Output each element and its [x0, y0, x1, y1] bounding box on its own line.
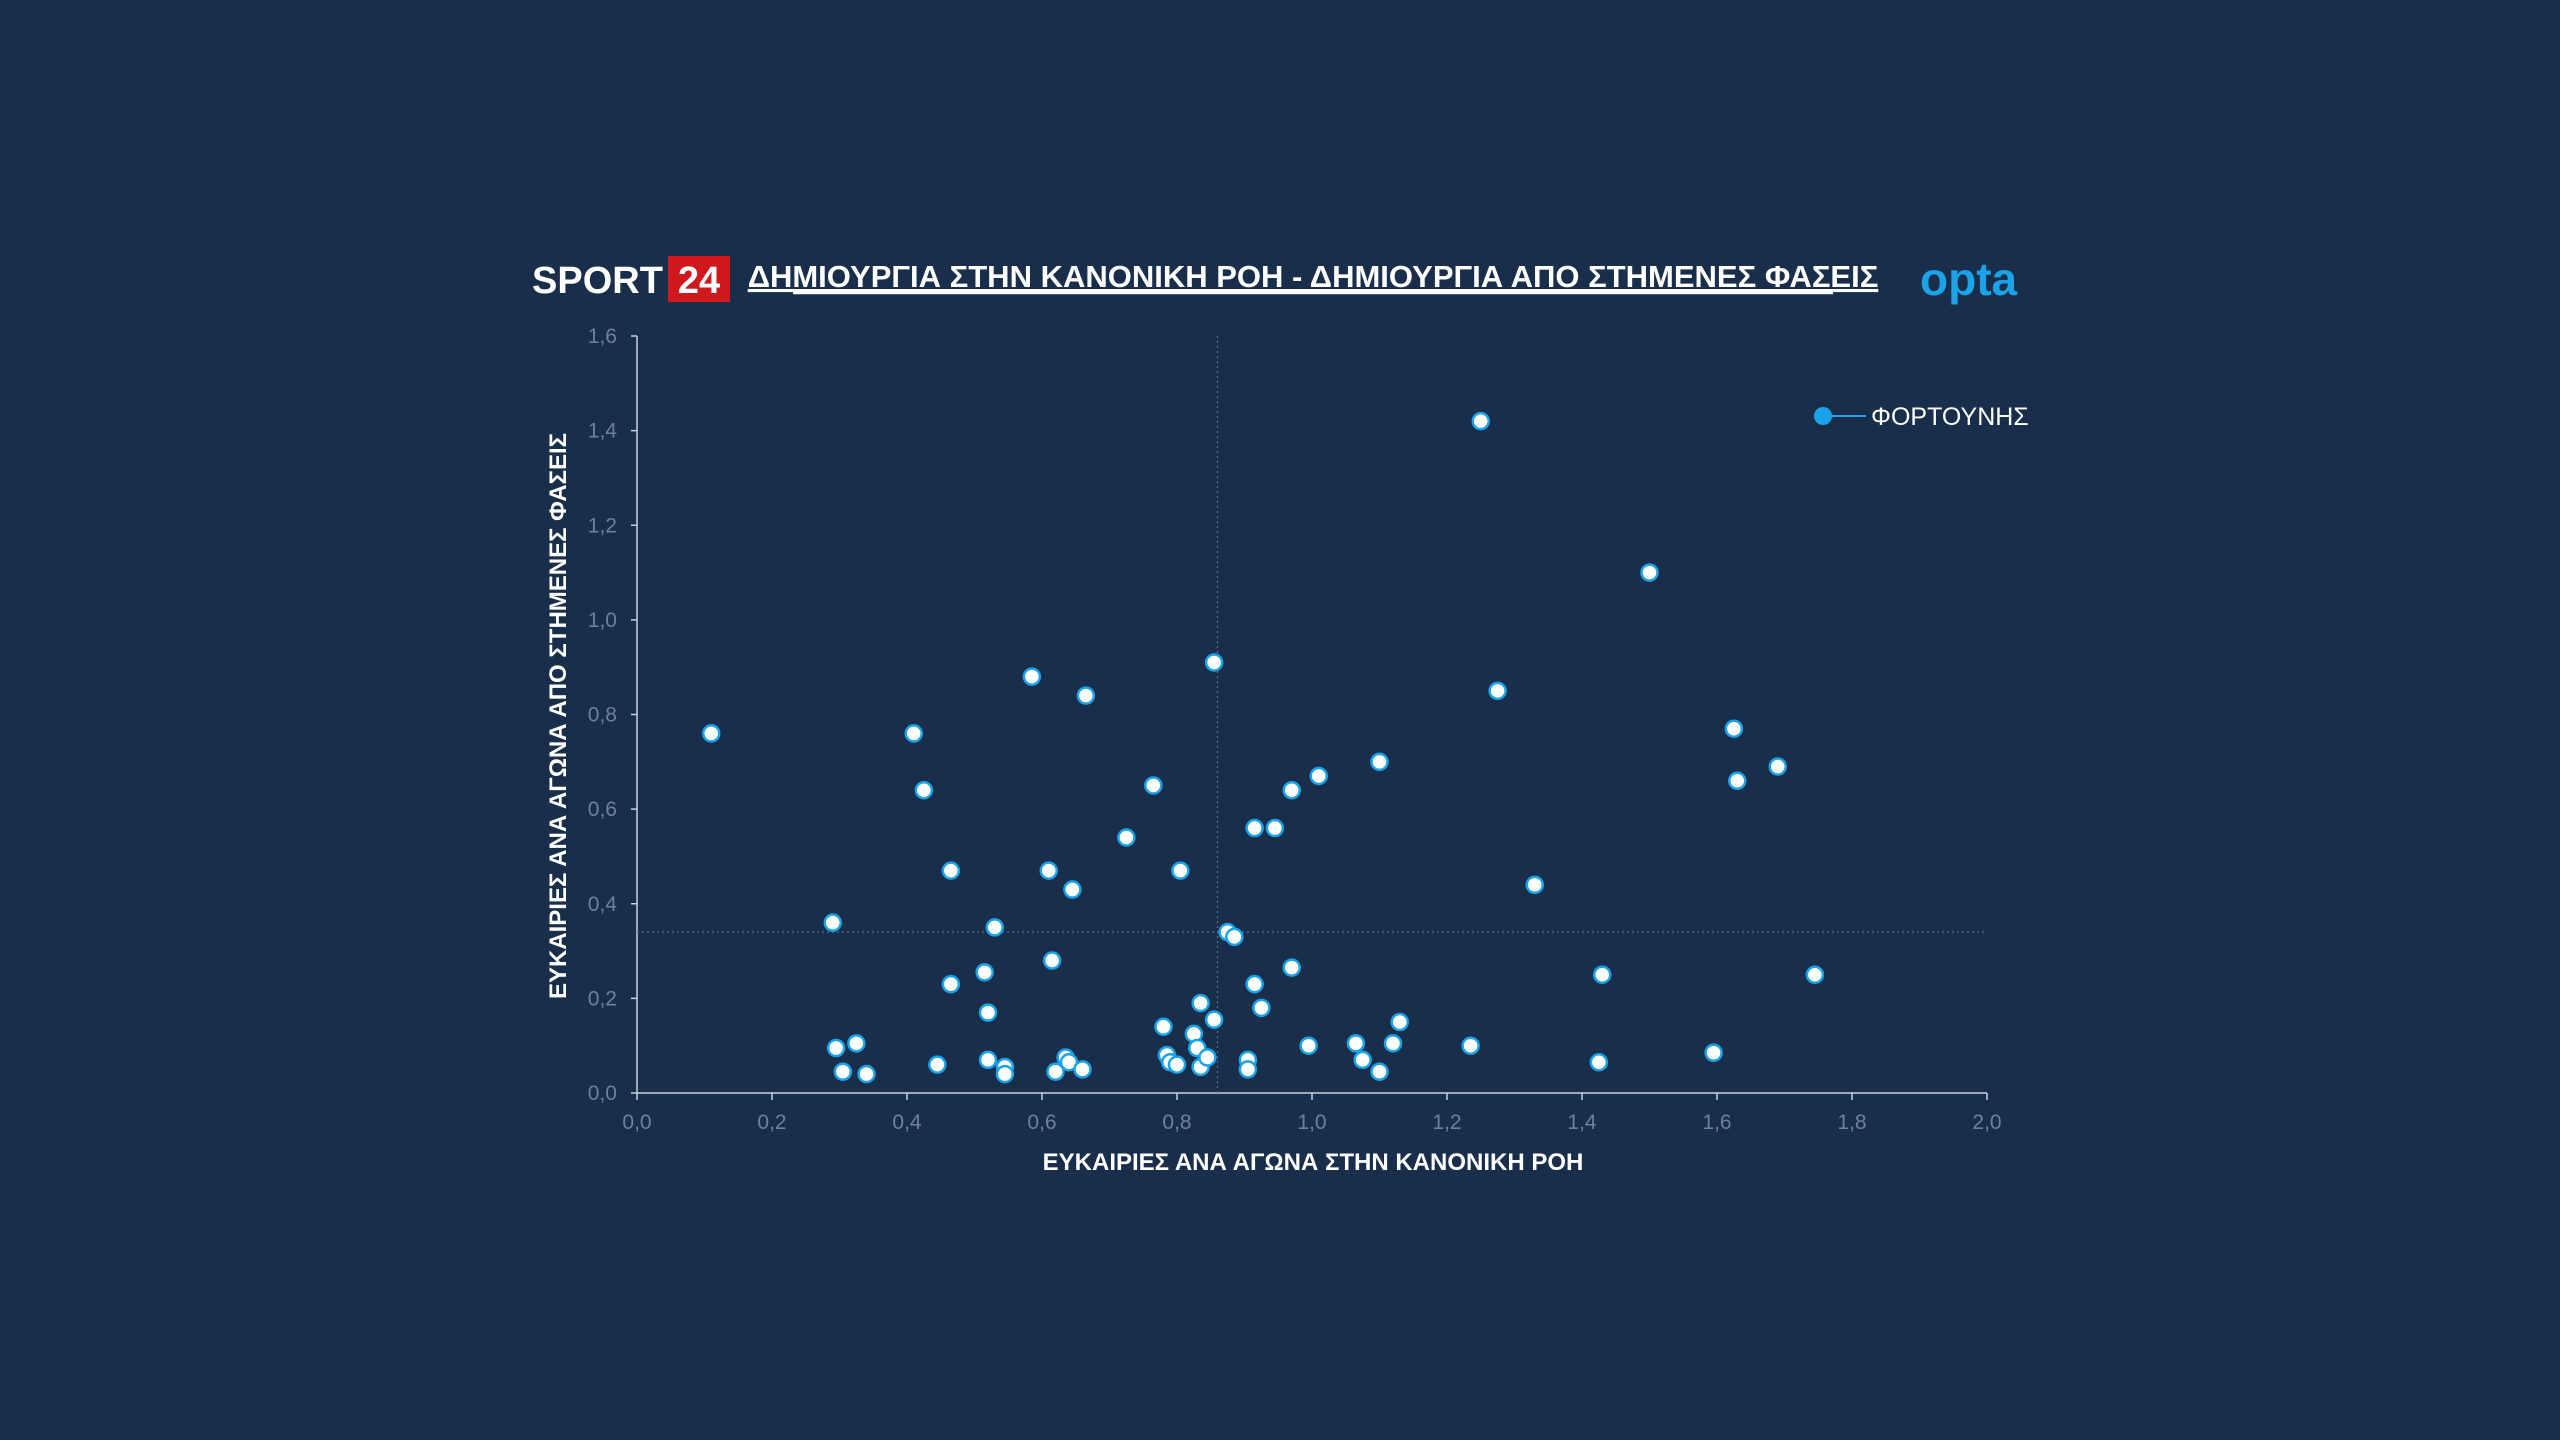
scatter-point [1252, 998, 1271, 1018]
y-tick-label: 0,6 [588, 798, 617, 821]
scatter-point [1245, 818, 1264, 838]
scatter-point [1191, 993, 1210, 1013]
scatter-point [928, 1055, 947, 1074]
scatter-point [1204, 1010, 1224, 1029]
y-tick-label: 1,6 [588, 325, 617, 348]
y-tick-label: 0,4 [588, 893, 618, 916]
axes: 0,0 0,2 0,4 0,6 0,8 1,0 1,2 1,4 1,6 0,0 0,2 0,4 0,6 0… [588, 325, 2002, 1134]
y-tick-label: 1,0 [588, 609, 617, 632]
x-tick-label: 0,6 [1027, 1111, 1056, 1134]
x-tick-label: 0,8 [1162, 1111, 1191, 1134]
scatter-point [1167, 1055, 1187, 1074]
scatter-point [1353, 1050, 1372, 1070]
x-tick-label: 1,4 [1567, 1111, 1597, 1134]
scatter-point [1204, 653, 1224, 672]
scatter-point [857, 1064, 876, 1084]
scatter-point [1073, 1060, 1092, 1079]
scatter-point [1042, 951, 1062, 970]
x-tick-label: 1,6 [1702, 1111, 1731, 1134]
x-tick-label: 0,2 [757, 1111, 786, 1134]
scatter-point [978, 1003, 998, 1022]
scatter-point [1171, 861, 1190, 880]
x-tick-label: 1,8 [1837, 1111, 1866, 1134]
x-tick-label: 0,0 [622, 1111, 651, 1134]
scatter-point [1144, 776, 1163, 795]
logo-24-text: 24 [678, 260, 720, 302]
x-axis-label: ΕΥΚΑΙΡΙΕΣ ΑΝΑ ΑΓΩΝΑ ΣΤΗΝ ΚΑΝΟΝΙΚΗ ΡΟΗ [1043, 1149, 1584, 1176]
scatter-point [1724, 719, 1744, 738]
x-tick-label: 1,2 [1432, 1111, 1461, 1134]
y-tick-label: 1,2 [588, 514, 617, 537]
scatter-point [847, 1034, 866, 1053]
legend: ΦΟΡΤΟΥΝΗΣ [1814, 403, 2029, 431]
scatter-point [941, 861, 961, 880]
scatter-point [1282, 780, 1301, 800]
scatter-point [1076, 686, 1096, 705]
scatter-point [1768, 757, 1787, 776]
scatter-point [1370, 752, 1389, 772]
scatter-point [702, 724, 721, 743]
scatter-point [1063, 880, 1082, 899]
chart-title: ΔΗΜΙΟΥΡΓΙΑ ΣΤΗΝ ΚΑΝΟΝΙΚΗ ΡΟΗ - ΔΗΜΙΟΥΡΓΙ… [748, 259, 1879, 294]
sport24-logo: SPORT 24 [532, 256, 730, 302]
scatter-point [1225, 927, 1244, 947]
scatter-point [1299, 1036, 1318, 1055]
scatter-point [1245, 974, 1264, 994]
reference-lines [637, 336, 1987, 1093]
legend-marker [1814, 407, 1832, 425]
y-tick-label: 0,0 [588, 1082, 617, 1105]
scatter-point [1805, 965, 1825, 984]
scatter-point [1117, 828, 1136, 847]
y-tick-label: 0,8 [588, 704, 617, 727]
scatter-point [1198, 1048, 1217, 1067]
data-points [702, 411, 1825, 1084]
scatter-point [1154, 1017, 1173, 1037]
scatter-point [1383, 1034, 1403, 1053]
x-tick-label: 1,0 [1297, 1111, 1326, 1134]
scatter-point [978, 1050, 998, 1070]
y-tick-label: 1,4 [588, 420, 618, 443]
scatter-point [904, 724, 923, 743]
x-tick-label: 0,4 [892, 1111, 922, 1134]
scatter-point [995, 1064, 1015, 1084]
scatter-point [1265, 818, 1285, 838]
scatter-point [1046, 1062, 1065, 1081]
scatter-point [1461, 1036, 1480, 1055]
scatter-point [1471, 411, 1490, 431]
scatter-point [1309, 766, 1328, 786]
scatter-point [1589, 1052, 1609, 1072]
scatter-point [1039, 861, 1058, 880]
scatter-point [1390, 1012, 1409, 1032]
logo-sport-text: SPORT [532, 260, 663, 302]
legend-label: ΦΟΡΤΟΥΝΗΣ [1871, 403, 2029, 431]
scatter-point [1238, 1060, 1258, 1079]
scatter-point [1704, 1043, 1723, 1063]
opta-logo: opta [1920, 253, 2018, 305]
scatter-point [975, 963, 994, 982]
y-axis-label: ΕΥΚΑΙΡΙΕΣ ΑΝΑ ΑΓΩΝΑ ΑΠΟ ΣΤΗΜΕΝΕΣ ΦΑΣΕΙΣ [545, 433, 572, 999]
scatter-point [1282, 958, 1301, 977]
scatter-point [1022, 667, 1042, 686]
scatter-point [1640, 563, 1659, 582]
scatter-point [833, 1062, 853, 1081]
scatter-point [985, 918, 1004, 937]
y-tick-label: 0,2 [588, 987, 617, 1010]
x-tick-label: 2,0 [1972, 1111, 2001, 1134]
scatter-point [1525, 875, 1544, 895]
scatter-point [1728, 771, 1747, 790]
scatter-point [1593, 965, 1612, 984]
scatter-point [1370, 1062, 1389, 1081]
logo-24-badge [668, 256, 730, 302]
scatter-point [914, 780, 934, 800]
scatter-point [1488, 681, 1507, 701]
scatter-point [823, 913, 842, 932]
scatter-point [826, 1038, 846, 1058]
scatter-point [941, 974, 961, 994]
scatter-point [1346, 1034, 1366, 1053]
